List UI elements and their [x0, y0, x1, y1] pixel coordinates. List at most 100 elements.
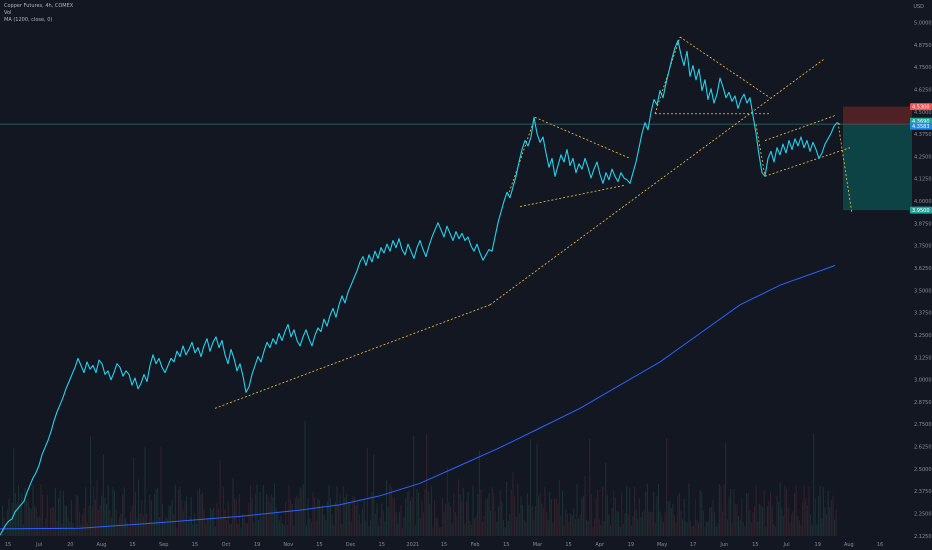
volume-bar	[710, 506, 712, 536]
volume-bar	[165, 517, 167, 536]
volume-bar	[480, 489, 482, 536]
volume-bar	[160, 447, 162, 536]
volume-bar	[237, 523, 239, 536]
volume-bar	[373, 454, 375, 536]
volume-bar	[400, 504, 402, 536]
volume-bar	[250, 485, 252, 536]
volume-bar	[278, 520, 280, 536]
volume-bar	[555, 498, 557, 536]
volume-bar	[198, 487, 200, 536]
volume-bar	[594, 519, 596, 536]
volume-bar	[406, 491, 408, 536]
volume-bar	[816, 524, 818, 536]
volume-bar	[453, 493, 455, 536]
volume-bar	[701, 492, 703, 536]
volume-bar	[730, 488, 732, 536]
volume-bar	[3, 517, 5, 536]
volume-bar	[677, 495, 679, 536]
volume-bar	[634, 487, 636, 536]
volume-bar	[435, 517, 437, 536]
volume-bar	[333, 524, 335, 536]
volume-bar	[789, 522, 791, 536]
volume-bar	[205, 523, 207, 536]
volume-bar	[378, 525, 380, 536]
volume-bar	[246, 523, 248, 536]
volume-bar	[350, 521, 352, 536]
volume-bar	[680, 511, 682, 536]
volume-bar	[702, 510, 704, 536]
trend-line	[534, 116, 631, 159]
volume-bar	[472, 485, 474, 536]
volume-bar	[392, 497, 394, 536]
volume-bar	[504, 527, 506, 536]
volume-bar	[21, 493, 23, 536]
volume-bar	[133, 457, 135, 536]
volume-bar	[533, 519, 535, 536]
volume-bar	[514, 496, 516, 536]
volume-bar	[718, 484, 720, 536]
volume-bar	[584, 475, 586, 536]
volume-bar	[613, 490, 615, 536]
volume-bar	[731, 522, 733, 536]
x-tick-label: 15	[565, 542, 571, 548]
volume-bar	[486, 498, 488, 536]
volume-bar	[122, 494, 124, 536]
symbol-title[interactable]: Copper Futures, 4h, COMEX	[4, 3, 74, 9]
volume-bar	[794, 492, 796, 536]
volume-bar	[99, 505, 101, 536]
volume-bar	[517, 483, 519, 536]
stop-loss-zone	[843, 106, 912, 125]
volume-bar	[717, 523, 719, 536]
volume-bar	[578, 518, 580, 536]
x-tick-label: 15	[379, 542, 385, 548]
volume-bar	[194, 513, 196, 536]
volume-bar	[630, 525, 632, 536]
volume-bar	[304, 420, 306, 536]
x-tick-label: Apr	[595, 542, 605, 548]
volume-bar	[269, 502, 271, 536]
volume-bar	[784, 485, 786, 536]
volume-bar	[210, 507, 212, 536]
volume-bar	[291, 504, 293, 536]
volume-bar	[403, 516, 405, 536]
volume-bar	[653, 491, 655, 536]
volume-bar	[174, 484, 176, 536]
volume-bar	[344, 497, 346, 536]
volume-bar	[509, 513, 511, 536]
volume-bar	[390, 486, 392, 536]
volume-bar	[394, 497, 396, 536]
volume-bar	[190, 497, 192, 536]
y-tick-label: 4.6250	[914, 87, 932, 93]
volume-bar	[691, 526, 693, 536]
volume-bar	[728, 496, 730, 536]
volume-bar	[290, 499, 292, 536]
x-tick-label: 15	[5, 542, 11, 548]
volume-bar	[285, 501, 287, 536]
volume-bar	[206, 517, 208, 536]
y-tick-label: 2.2500	[914, 511, 932, 517]
volume-bar	[141, 500, 143, 536]
volume-bar	[26, 500, 28, 536]
volume-bar	[766, 506, 768, 536]
volume-bar	[614, 497, 616, 536]
volume-indicator-label[interactable]: Vol	[4, 10, 12, 16]
volume-bar	[715, 526, 717, 536]
volume-bar	[651, 512, 653, 536]
volume-bar	[147, 522, 149, 536]
stop-price-tag-bg	[910, 103, 932, 111]
volume-bar	[694, 499, 696, 536]
volume-bar	[138, 479, 140, 536]
price-path	[0, 40, 841, 536]
volume-bar	[139, 513, 141, 536]
ma-indicator-label[interactable]: MA (1200, close, 0)	[4, 17, 53, 23]
volume-bar	[166, 518, 168, 536]
volume-bar	[197, 491, 199, 536]
volume-bar	[706, 521, 708, 536]
volume-bar	[678, 492, 680, 536]
volume-bar	[117, 524, 119, 536]
volume-bar	[562, 491, 564, 536]
volume-bar	[144, 447, 146, 536]
price-line	[0, 40, 841, 536]
volume-bar	[814, 498, 816, 536]
